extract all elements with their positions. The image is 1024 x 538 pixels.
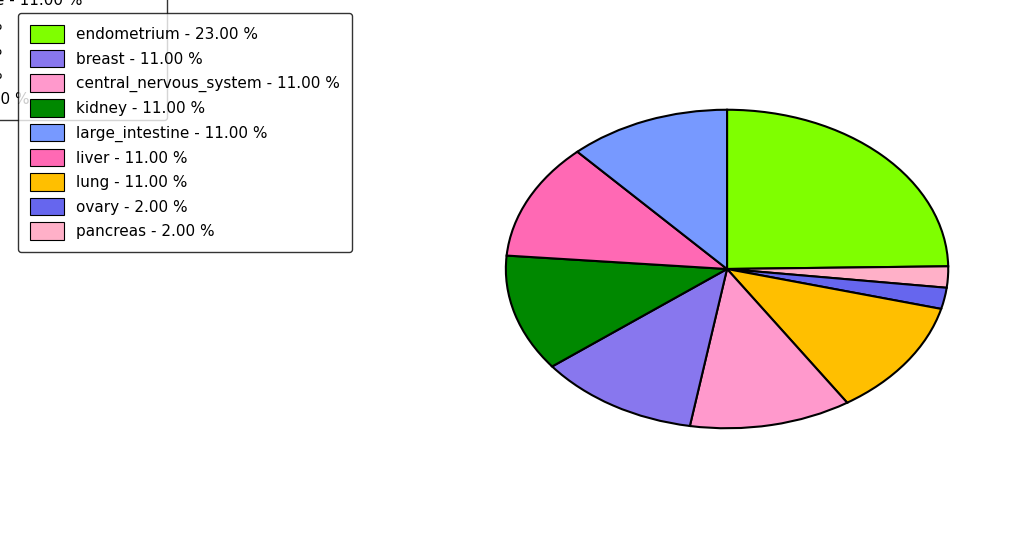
- Wedge shape: [727, 110, 948, 269]
- Wedge shape: [552, 269, 727, 426]
- Wedge shape: [507, 152, 727, 269]
- Wedge shape: [506, 256, 727, 366]
- Wedge shape: [727, 269, 946, 309]
- Wedge shape: [727, 266, 948, 288]
- Wedge shape: [690, 269, 847, 428]
- Legend: endometrium - 23.00 %, breast - 11.00 %, central_nervous_system - 11.00 %, kidne: endometrium - 23.00 %, breast - 11.00 %,…: [0, 0, 167, 119]
- Wedge shape: [578, 110, 727, 269]
- Wedge shape: [727, 269, 941, 403]
- Legend: endometrium - 23.00 %, breast - 11.00 %, central_nervous_system - 11.00 %, kidne: endometrium - 23.00 %, breast - 11.00 %,…: [17, 13, 352, 252]
